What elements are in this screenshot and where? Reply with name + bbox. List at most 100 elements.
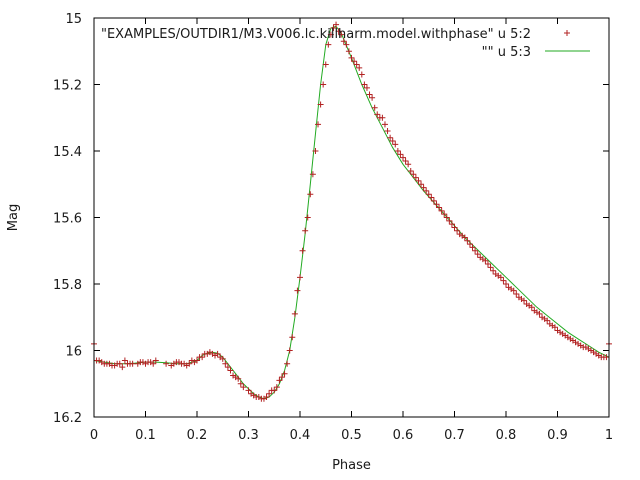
data-point-92 xyxy=(343,41,350,48)
y-tick-label-0: 15 xyxy=(65,12,82,27)
data-point-89 xyxy=(335,28,342,35)
data-point-67 xyxy=(278,374,285,381)
data-point-152 xyxy=(497,274,504,281)
data-point-74 xyxy=(297,274,303,281)
data-point-149 xyxy=(490,267,497,274)
data-point-54 xyxy=(245,387,252,394)
x-tick-label-2: 0.2 xyxy=(187,428,208,443)
data-point-147 xyxy=(484,261,491,268)
data-point-51 xyxy=(235,375,242,382)
data-point-148 xyxy=(487,264,494,271)
data-point-94 xyxy=(348,54,355,61)
series-layer xyxy=(91,21,612,402)
data-point-69 xyxy=(284,360,291,367)
y-tick-label-6: 16.2 xyxy=(53,411,82,426)
data-point-66 xyxy=(276,377,283,384)
data-point-62 xyxy=(266,390,273,397)
data-point-32 xyxy=(186,360,193,367)
data-point-77 xyxy=(304,214,311,221)
data-point-71 xyxy=(289,334,296,341)
data-point-128 xyxy=(436,204,443,211)
data-point-126 xyxy=(430,197,437,204)
data-point-138 xyxy=(461,234,468,241)
data-point-100 xyxy=(363,84,370,91)
data-point-78 xyxy=(307,191,314,198)
data-point-108 xyxy=(384,128,391,135)
x-axis-label: Phase xyxy=(332,458,371,473)
data-point-76 xyxy=(302,227,309,234)
x-tick-label-5: 0.5 xyxy=(341,428,362,443)
data-point-68 xyxy=(281,370,288,377)
data-point-134 xyxy=(451,224,458,231)
data-point-154 xyxy=(503,281,509,287)
data-point-80 xyxy=(312,148,319,154)
data-point-82 xyxy=(317,101,324,108)
data-point-125 xyxy=(428,194,435,201)
data-point-73 xyxy=(294,287,301,294)
data-point-11 xyxy=(119,364,126,371)
data-point-24 xyxy=(163,360,170,367)
data-point-35 xyxy=(194,357,200,364)
data-point-90 xyxy=(338,31,345,38)
x-tick-label-7: 0.7 xyxy=(444,428,465,443)
legend-marker-plus xyxy=(564,30,570,36)
data-point-158 xyxy=(513,290,520,297)
data-point-65 xyxy=(273,384,280,391)
tick-labels: 0 0.1 0.2 0.3 0.4 0.5 0.6 0.7 0.8 0.9 1 15 15.2 15.4 1… xyxy=(53,12,613,443)
x-tick-label-10: 1 xyxy=(605,428,613,443)
data-point-22 xyxy=(150,360,157,367)
data-point-112 xyxy=(394,148,401,154)
data-point-43 xyxy=(214,350,221,357)
data-point-83 xyxy=(320,81,327,88)
data-point-103 xyxy=(371,104,378,111)
data-point-37 xyxy=(199,354,206,361)
data-point-146 xyxy=(482,257,489,264)
data-point-47 xyxy=(224,364,231,371)
data-point-161 xyxy=(521,297,528,304)
y-tick-label-3: 15.6 xyxy=(53,212,82,227)
data-point-139 xyxy=(464,237,471,244)
data-point-45 xyxy=(219,355,226,362)
data-point-164 xyxy=(528,304,535,311)
data-point-88 xyxy=(333,21,340,28)
data-point-70 xyxy=(286,347,293,354)
data-point-46 xyxy=(222,360,229,367)
data-point-84 xyxy=(322,61,329,68)
data-point-153 xyxy=(500,277,507,284)
data-point-143 xyxy=(474,251,481,258)
data-point-119 xyxy=(412,174,419,181)
data-point-96 xyxy=(353,61,360,68)
x-tick-label-6: 0.6 xyxy=(393,428,414,443)
data-point-85 xyxy=(325,41,332,48)
data-point-116 xyxy=(405,161,412,168)
data-point-142 xyxy=(472,247,479,254)
data-point-104 xyxy=(374,111,381,118)
x-tick-label-4: 0.4 xyxy=(290,428,311,443)
data-point-106 xyxy=(379,114,386,121)
data-point-48 xyxy=(227,367,234,374)
data-point-122 xyxy=(420,184,427,191)
data-point-91 xyxy=(340,38,347,45)
y-tick-label-4: 15.8 xyxy=(53,278,82,293)
x-tick-label-9: 0.9 xyxy=(547,428,568,443)
data-point-157 xyxy=(510,287,517,294)
data-point-170 xyxy=(544,317,551,324)
data-point-107 xyxy=(381,121,388,128)
y-tick-label-5: 16 xyxy=(65,345,82,360)
data-point-10 xyxy=(116,360,123,367)
data-point-64 xyxy=(271,387,278,394)
legend: "EXAMPLES/OUTDIR1/M3.V006.lc.killharm.mo… xyxy=(101,27,590,60)
data-point-12 xyxy=(121,357,128,364)
data-point-127 xyxy=(433,201,440,208)
data-point-53 xyxy=(240,384,247,391)
data-point-81 xyxy=(315,121,322,128)
data-point-86 xyxy=(327,31,334,38)
data-point-97 xyxy=(356,64,363,71)
data-point-110 xyxy=(389,138,396,145)
data-point-120 xyxy=(415,177,422,184)
data-point-193 xyxy=(603,354,610,361)
data-point-99 xyxy=(361,81,368,88)
data-point-109 xyxy=(387,134,394,141)
x-tick-label-1: 0.1 xyxy=(135,428,156,443)
